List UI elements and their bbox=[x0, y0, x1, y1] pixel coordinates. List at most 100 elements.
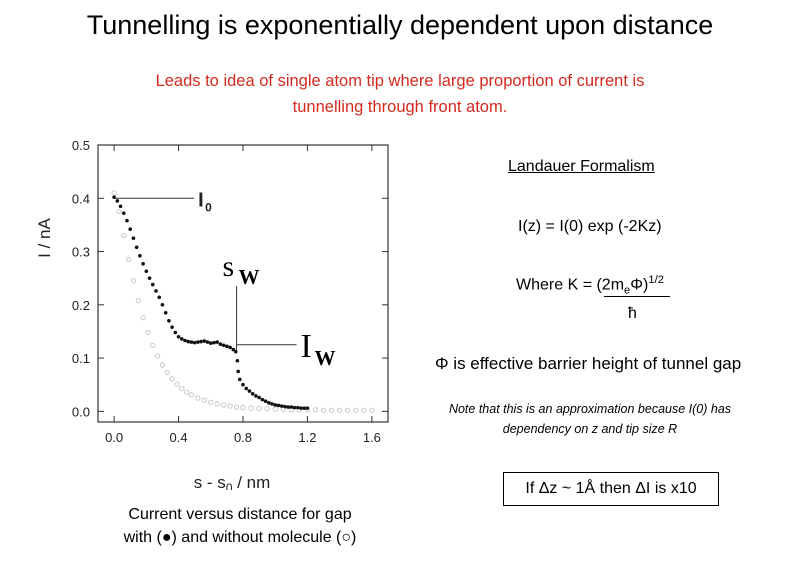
data-point-with-molecule bbox=[160, 303, 165, 307]
data-point-without-molecule bbox=[184, 389, 190, 395]
data-point-with-molecule bbox=[179, 337, 184, 341]
data-point-without-molecule bbox=[320, 407, 327, 413]
data-point-with-molecule bbox=[215, 340, 220, 344]
data-point-with-molecule bbox=[118, 204, 123, 209]
caption-line-1: Current versus distance for gap bbox=[128, 506, 352, 523]
x-tick-label: 1.6 bbox=[363, 430, 381, 445]
data-point-with-molecule bbox=[233, 349, 238, 354]
data-point-without-molecule bbox=[126, 256, 132, 263]
data-point-with-molecule bbox=[286, 405, 290, 409]
data-point-with-molecule bbox=[250, 391, 255, 396]
x-axis-label-sub: 0 bbox=[226, 481, 233, 490]
data-point-with-molecule bbox=[212, 340, 216, 345]
data-point-with-molecule bbox=[257, 395, 261, 400]
k-exponent: 1/2 bbox=[648, 274, 664, 286]
chart-caption: Current versus distance for gap with (●)… bbox=[60, 503, 420, 549]
data-point-with-molecule bbox=[147, 276, 152, 280]
data-point-with-molecule bbox=[279, 404, 284, 408]
data-point-without-molecule bbox=[188, 392, 195, 398]
data-point-with-molecule bbox=[134, 245, 139, 250]
data-point-without-molecule bbox=[145, 329, 151, 336]
data-point-with-molecule bbox=[241, 382, 245, 387]
data-point-without-molecule bbox=[329, 407, 335, 413]
data-point-with-molecule bbox=[244, 386, 249, 391]
data-point-with-molecule bbox=[202, 339, 207, 343]
data-point-with-molecule bbox=[167, 318, 171, 323]
data-point-with-molecule bbox=[231, 347, 236, 352]
iw-label-sub: W bbox=[315, 346, 336, 370]
data-point-with-molecule bbox=[299, 406, 303, 410]
data-point-with-molecule bbox=[237, 377, 242, 382]
data-point-with-molecule bbox=[305, 406, 310, 410]
y-tick-label: 0.5 bbox=[72, 138, 90, 153]
data-point-with-molecule bbox=[196, 340, 200, 344]
x-tick-label: 1.2 bbox=[298, 430, 316, 445]
data-point-with-molecule bbox=[189, 340, 194, 344]
sw-label: s bbox=[223, 250, 235, 283]
subtitle-line-1: Leads to idea of single atom tip where l… bbox=[155, 72, 645, 90]
data-point-without-molecule bbox=[164, 369, 170, 376]
data-point-with-molecule bbox=[131, 236, 136, 241]
x-axis-label-main: s - s bbox=[194, 473, 226, 490]
data-point-with-molecule bbox=[221, 343, 226, 348]
data-point-without-molecule bbox=[248, 405, 254, 411]
data-point-without-molecule bbox=[256, 406, 262, 412]
hbar-denominator: ħ bbox=[628, 305, 637, 322]
data-point-without-molecule bbox=[121, 232, 127, 239]
data-point-with-molecule bbox=[154, 289, 158, 293]
data-point-without-molecule bbox=[361, 407, 367, 413]
data-point-without-molecule bbox=[201, 397, 207, 403]
data-point-with-molecule bbox=[128, 227, 133, 231]
data-point-without-molecule bbox=[337, 407, 343, 413]
data-point-without-molecule bbox=[214, 401, 220, 407]
phi-description: Φ is effective barrier height of tunnel … bbox=[435, 354, 742, 373]
k-prefix: Where K = (2m bbox=[516, 276, 625, 294]
data-point-with-molecule bbox=[270, 402, 274, 406]
data-point-without-molecule bbox=[155, 353, 161, 359]
data-point-with-molecule bbox=[115, 199, 120, 203]
k-mass-subscript: e bbox=[624, 284, 631, 297]
k-definition: Where K = (2meΦ)1/2 bbox=[516, 274, 664, 297]
data-point-with-molecule bbox=[295, 405, 300, 410]
slide-subtitle: Leads to idea of single atom tip where l… bbox=[95, 68, 705, 120]
i0-label: I bbox=[198, 189, 204, 211]
data-point-with-molecule bbox=[157, 295, 162, 300]
boxed-statement: If Δz ~ 1Å then ΔI is x10 bbox=[503, 472, 719, 506]
data-point-with-molecule bbox=[150, 282, 155, 287]
data-point-with-molecule bbox=[183, 338, 187, 343]
data-point-with-molecule bbox=[121, 211, 126, 215]
data-point-without-molecule bbox=[312, 407, 319, 413]
data-point-without-molecule bbox=[195, 395, 201, 401]
slide-title: Tunnelling is exponentially dependent up… bbox=[86, 10, 714, 40]
data-point-with-molecule bbox=[235, 358, 240, 363]
y-tick-label: 0.3 bbox=[72, 245, 90, 260]
y-tick-label: 0.0 bbox=[72, 404, 90, 419]
data-point-without-molecule bbox=[135, 297, 141, 304]
data-point-with-molecule bbox=[266, 401, 271, 405]
data-point-with-molecule bbox=[173, 330, 178, 335]
data-point-with-molecule bbox=[292, 405, 297, 410]
data-point-with-molecule bbox=[254, 394, 258, 398]
data-point-with-molecule bbox=[225, 344, 229, 349]
data-point-without-molecule bbox=[240, 405, 246, 411]
data-point-with-molecule bbox=[176, 334, 181, 339]
data-point-with-molecule bbox=[170, 325, 174, 329]
x-axis-label: s - s0 / nm bbox=[194, 473, 271, 490]
data-point-with-molecule bbox=[283, 404, 287, 409]
data-point-without-molecule bbox=[174, 381, 180, 387]
data-point-with-molecule bbox=[125, 218, 129, 223]
data-point-without-molecule bbox=[179, 385, 185, 392]
data-point-with-molecule bbox=[163, 310, 168, 315]
data-point-with-molecule bbox=[218, 342, 223, 347]
data-point-with-molecule bbox=[141, 261, 145, 266]
data-point-with-molecule bbox=[205, 340, 210, 344]
data-point-without-molecule bbox=[130, 278, 137, 284]
data-point-without-molecule bbox=[369, 407, 375, 413]
data-point-with-molecule bbox=[208, 341, 213, 345]
x-tick-label: 0.8 bbox=[234, 430, 252, 445]
x-tick-label: 0.4 bbox=[170, 430, 188, 445]
data-point-with-molecule bbox=[302, 406, 307, 410]
data-point-with-molecule bbox=[138, 254, 142, 258]
data-point-without-molecule bbox=[345, 407, 351, 413]
data-point-with-molecule bbox=[247, 389, 252, 393]
